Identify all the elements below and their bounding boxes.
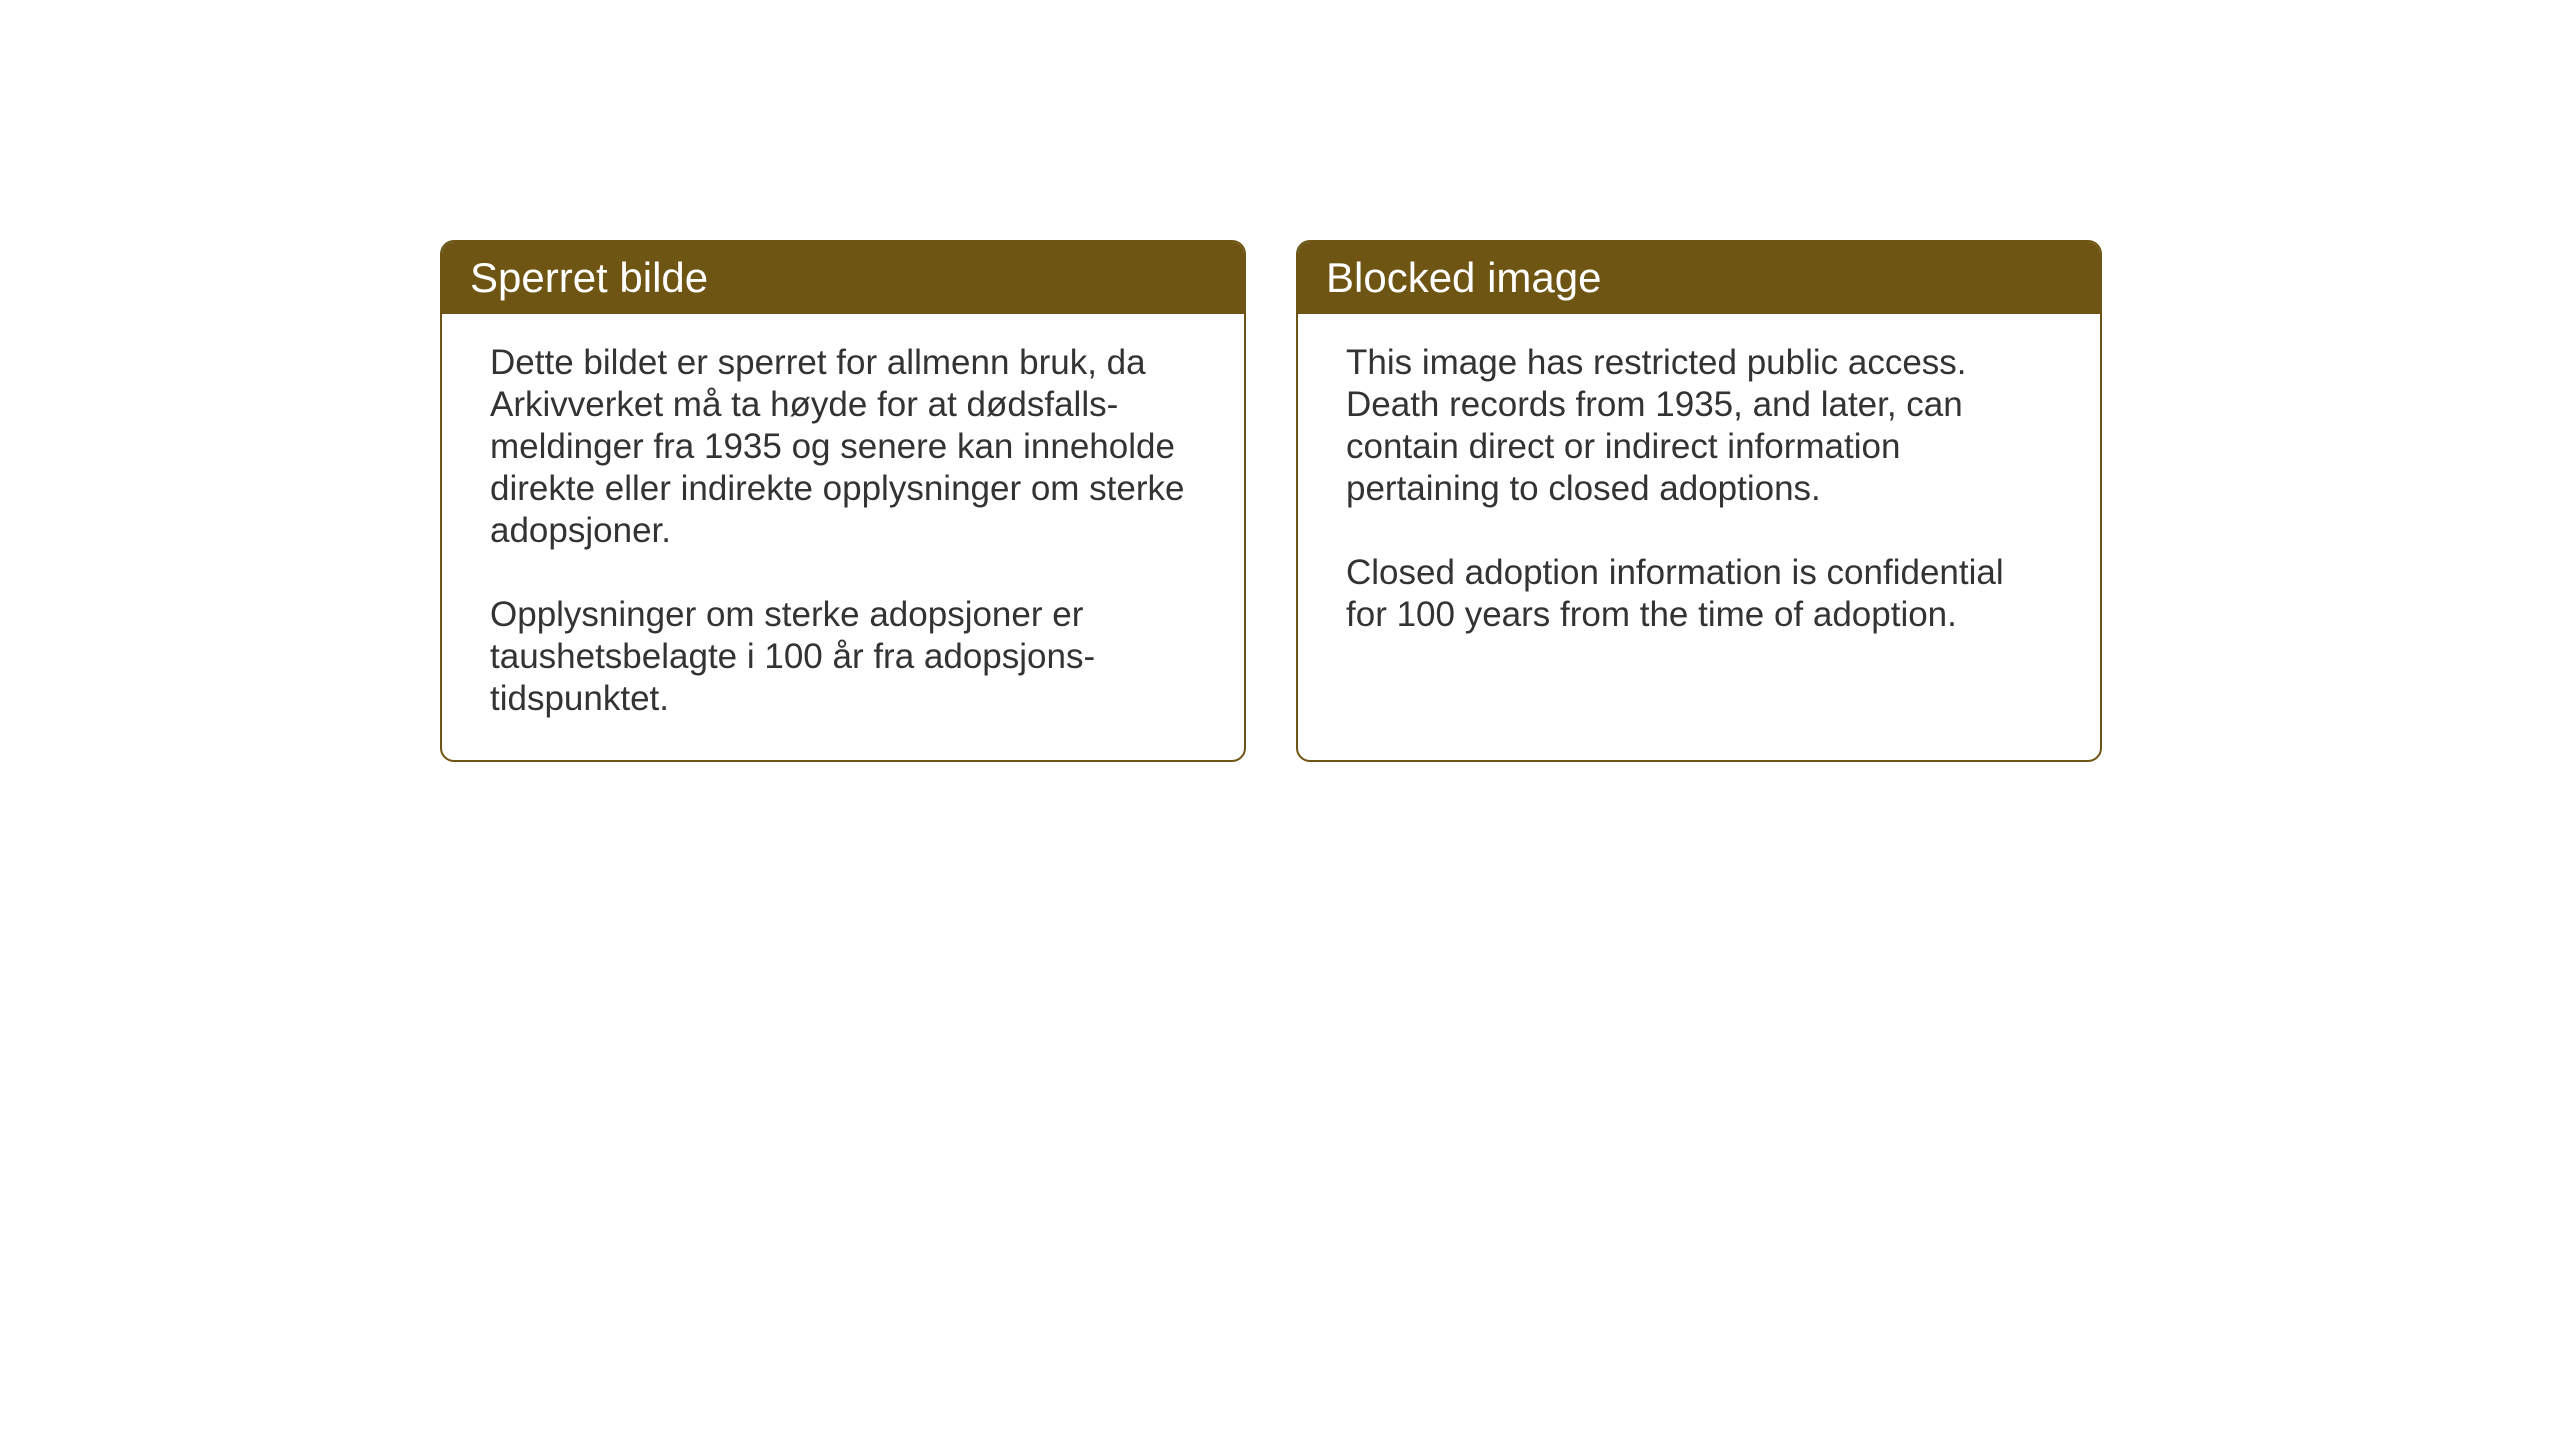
- card-body-english: This image has restricted public access.…: [1298, 314, 2100, 734]
- paragraph-text: Opplysninger om sterke adopsjoner er tau…: [490, 594, 1196, 720]
- notice-card-english: Blocked image This image has restricted …: [1296, 240, 2102, 762]
- paragraph-text: This image has restricted public access.…: [1346, 342, 2052, 510]
- notice-card-norwegian: Sperret bilde Dette bildet er sperret fo…: [440, 240, 1246, 762]
- card-body-norwegian: Dette bildet er sperret for allmenn bruk…: [442, 314, 1244, 760]
- notice-container: Sperret bilde Dette bildet er sperret fo…: [0, 0, 2560, 762]
- paragraph-text: Dette bildet er sperret for allmenn bruk…: [490, 342, 1196, 552]
- card-header-english: Blocked image: [1298, 242, 2100, 314]
- card-header-norwegian: Sperret bilde: [442, 242, 1244, 314]
- paragraph-text: Closed adoption information is confident…: [1346, 552, 2052, 636]
